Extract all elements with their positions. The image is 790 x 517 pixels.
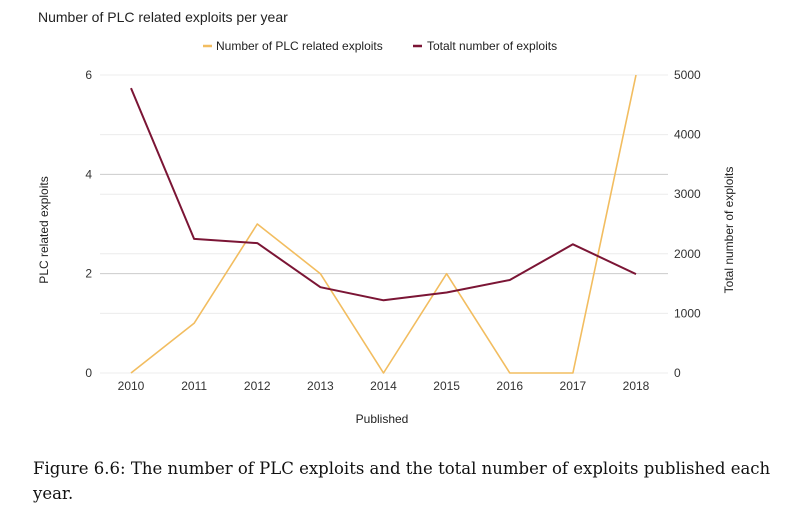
legend: Number of PLC related exploits Totalt nu… <box>203 39 557 53</box>
y-right-tick-label: 0 <box>674 366 681 380</box>
x-tick-label: 2014 <box>370 379 397 393</box>
y-right-tick-label: 2000 <box>674 247 701 261</box>
x-tick-label: 2012 <box>244 379 271 393</box>
legend-label-total: Totalt number of exploits <box>427 39 557 53</box>
y-right-tick-label: 4000 <box>674 128 701 142</box>
right-axis-ticks: 0 1000 2000 3000 4000 5000 <box>674 68 701 380</box>
left-axis-ticks: 0 2 4 6 <box>85 68 92 380</box>
gridlines <box>100 74 668 374</box>
x-axis-label: Published <box>356 412 409 426</box>
x-tick-label: 2013 <box>307 379 334 393</box>
y-left-tick-label: 4 <box>85 167 92 181</box>
chart-title: Number of PLC related exploits per year <box>38 9 288 25</box>
legend-label-plc: Number of PLC related exploits <box>216 39 383 53</box>
y-axis-label-left: PLC related exploits <box>37 176 51 283</box>
x-tick-label: 2010 <box>118 379 145 393</box>
x-tick-label: 2016 <box>496 379 523 393</box>
figure-caption: Figure 6.6: The number of PLC exploits a… <box>33 459 771 503</box>
x-axis-ticks: 2010 2011 2012 2013 2014 2015 2016 2017 2018 <box>118 379 650 393</box>
y-right-tick-label: 3000 <box>674 187 701 201</box>
plc-exploits-line <box>130 74 637 374</box>
y-left-tick-label: 6 <box>85 68 92 82</box>
x-tick-label: 2018 <box>623 379 650 393</box>
total-exploits-line <box>130 87 637 302</box>
y-right-tick-label: 5000 <box>674 68 701 82</box>
x-tick-label: 2015 <box>433 379 460 393</box>
y-axis-label-right: Total number of exploits <box>722 167 736 294</box>
y-left-tick-label: 2 <box>85 267 92 281</box>
y-left-tick-label: 0 <box>85 366 92 380</box>
x-tick-label: 2011 <box>181 379 207 393</box>
series-lines <box>130 74 637 374</box>
x-tick-label: 2017 <box>560 379 587 393</box>
y-right-tick-label: 1000 <box>674 306 701 320</box>
